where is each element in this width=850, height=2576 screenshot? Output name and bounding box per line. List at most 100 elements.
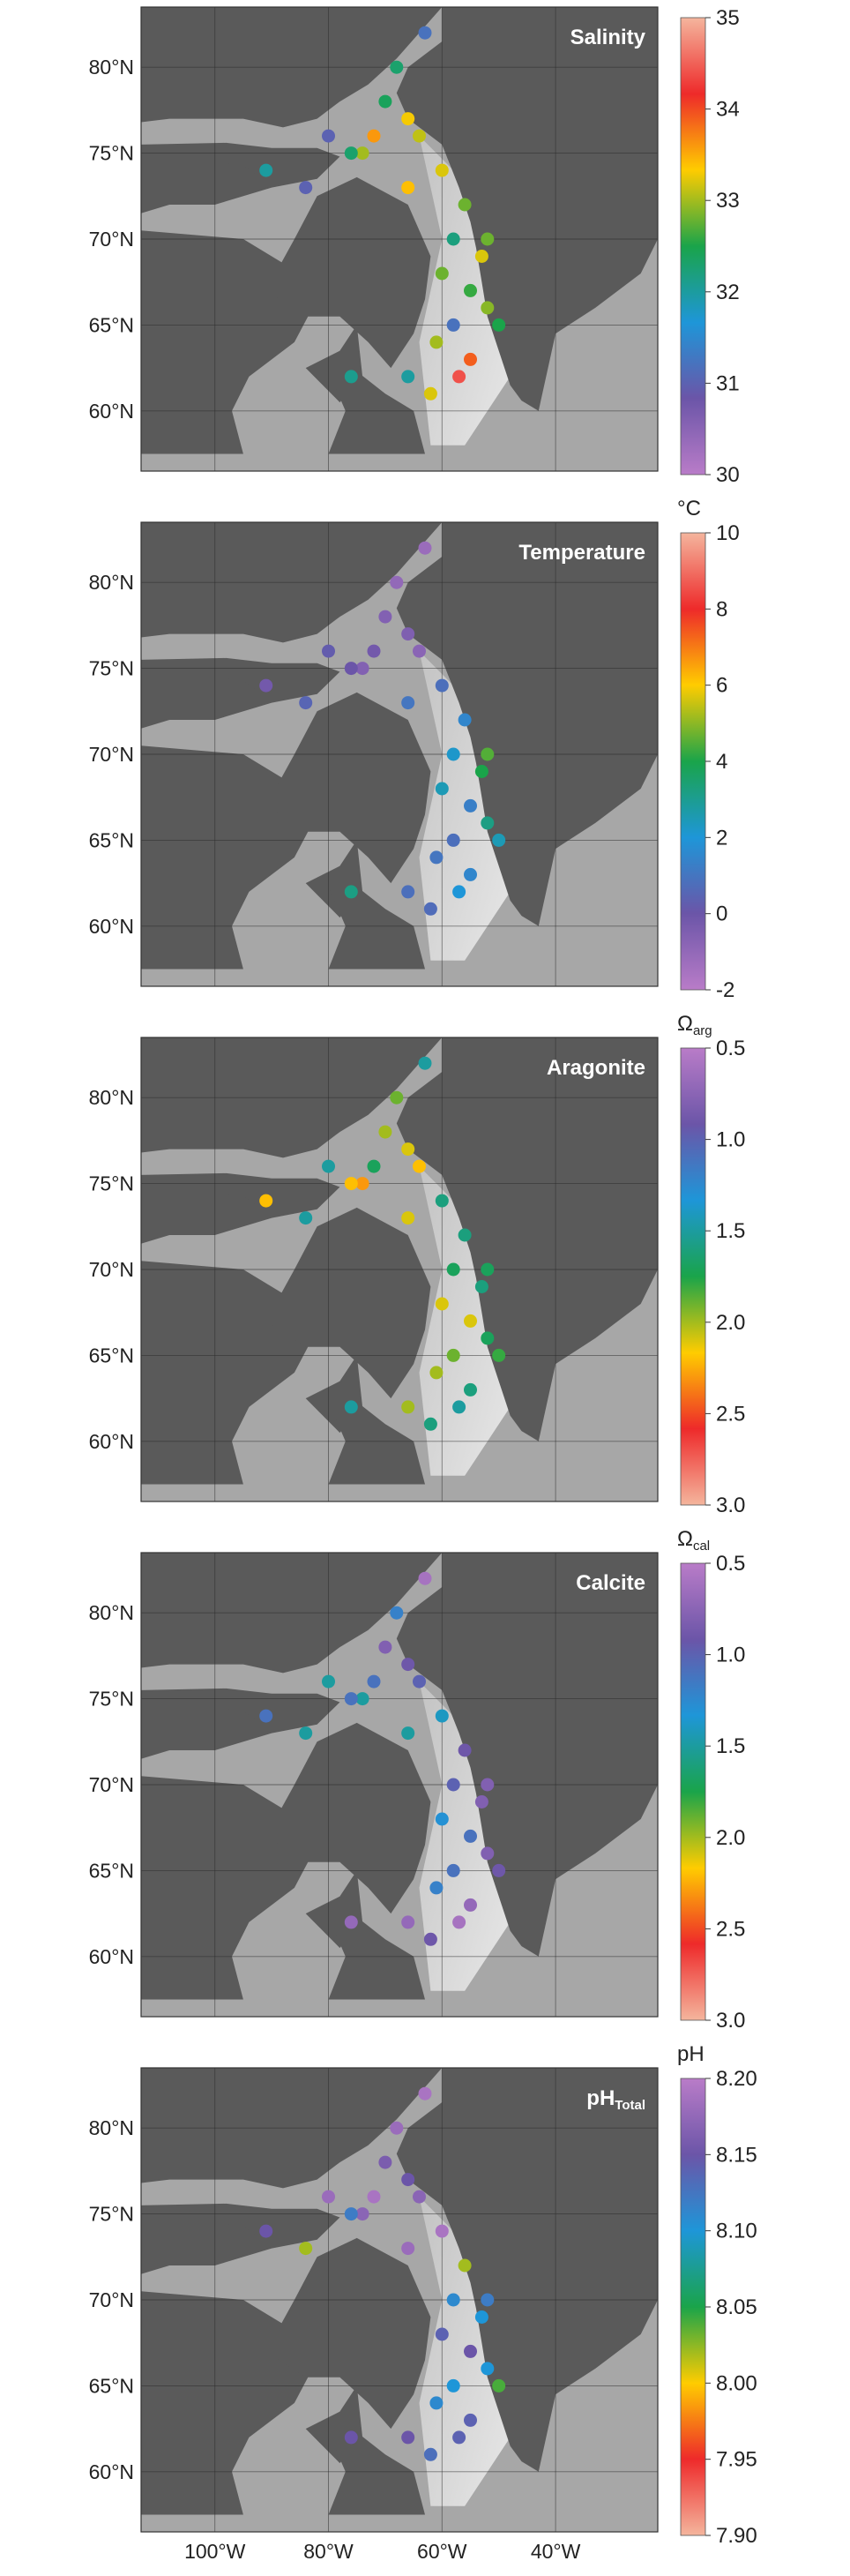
colorbar-tick-label: 8.00 <box>716 2371 757 2395</box>
colorbar-tick-label: 2.5 <box>716 1402 745 1426</box>
station-point <box>367 644 381 658</box>
station-point <box>435 1297 449 1311</box>
station-point <box>429 1366 444 1380</box>
lon-tick-label: 60°W <box>417 2540 467 2563</box>
station-point <box>390 2121 404 2135</box>
colorbar <box>680 1047 706 1506</box>
land-mass-0 <box>396 2068 658 2472</box>
station-point <box>464 1382 477 1397</box>
station-point <box>481 301 495 315</box>
station-point <box>452 2430 466 2445</box>
station-point <box>446 833 460 847</box>
station-point <box>299 1211 313 1225</box>
lat-tick-label: 80°N <box>89 1086 134 1109</box>
panel-salinity: 80°N 75°N 70°N 65°N 60°N Salinity 35 34 33 32 31 30 <box>89 6 740 487</box>
colorbar <box>680 1562 706 2021</box>
station-point <box>367 1159 381 1173</box>
station-point <box>481 1846 495 1861</box>
map-frame <box>140 6 659 472</box>
station-point <box>259 2224 273 2238</box>
lat-tick-label: 80°N <box>89 1601 134 1624</box>
station-point <box>322 129 335 143</box>
colorbar-tick-label: 0 <box>716 902 727 926</box>
station-point <box>464 2344 477 2358</box>
station-point <box>423 2447 437 2461</box>
station-point <box>458 198 472 212</box>
station-point <box>492 833 506 847</box>
map-frame <box>140 2067 659 2533</box>
station-point <box>446 1778 460 1792</box>
lat-tick-label: 60°N <box>89 1945 134 1968</box>
station-point <box>322 644 335 658</box>
station-point <box>435 2327 449 2341</box>
land-mass-7 <box>214 677 255 696</box>
lon-tick-label: 80°W <box>303 2540 354 2563</box>
station-point <box>401 181 415 195</box>
colorbar-tick-label: 4 <box>716 750 727 774</box>
land-mass-6 <box>328 1917 425 2000</box>
land-mass-6 <box>328 1402 425 1485</box>
land-mass-0 <box>396 522 658 926</box>
lat-tick-label: 60°N <box>89 915 134 938</box>
land-mass-4 <box>265 176 431 369</box>
panel-calcite: 80°N 75°N 70°N 65°N 60°N Calcite 0.5 1.0 1.5 2.0 2… <box>89 1527 746 2033</box>
station-point <box>367 129 381 143</box>
station-point <box>446 2378 460 2393</box>
lat-tick-label: 60°N <box>89 2460 134 2483</box>
station-point <box>413 1159 426 1173</box>
colorbar-tick-label: 0.5 <box>716 1552 745 1576</box>
colorbar-tick-label: 8.05 <box>716 2295 757 2319</box>
lat-tick-label: 70°N <box>89 743 134 766</box>
station-point <box>344 2430 358 2445</box>
station-point <box>299 696 313 710</box>
panels: 80°N 75°N 70°N 65°N 60°N Salinity 35 34 33 32 31 30… <box>89 6 757 2563</box>
lat-tick-label: 65°N <box>89 828 134 851</box>
station-point <box>423 1417 437 1431</box>
panel-title-text: Salinity <box>570 26 646 49</box>
station-point <box>481 816 495 830</box>
station-point <box>464 283 477 297</box>
panel-title-subscript: Total <box>615 2098 645 2113</box>
colorbar-tick-label: 1.0 <box>716 1128 745 1152</box>
colorbar-tick-label: 8 <box>716 597 727 621</box>
lat-tick-label: 80°N <box>89 56 134 79</box>
station-point <box>401 1726 415 1741</box>
land-mass-7 <box>214 2222 255 2242</box>
station-point <box>401 2173 415 2187</box>
station-point <box>401 1211 415 1225</box>
station-point <box>452 1915 466 1929</box>
colorbar-unit-text: Ω <box>677 1527 693 1551</box>
station-point <box>378 1125 392 1139</box>
station-point <box>429 335 444 349</box>
station-point <box>446 747 460 761</box>
land-mass-6 <box>328 2432 425 2515</box>
station-point <box>401 370 415 384</box>
station-point <box>464 867 477 881</box>
lon-tick-label: 40°W <box>531 2540 581 2563</box>
station-point <box>458 2258 472 2273</box>
station-point <box>429 2396 444 2410</box>
lat-tick-label: 60°N <box>89 1430 134 1453</box>
station-point <box>464 798 477 812</box>
lat-tick-label: 75°N <box>89 1688 134 1711</box>
station-point <box>355 2207 369 2221</box>
station-point <box>418 26 432 40</box>
station-point <box>259 163 273 177</box>
colorbar-tick-label: 1.0 <box>716 1644 745 1667</box>
land-mass-4 <box>265 1722 431 1914</box>
station-point <box>474 1795 488 1808</box>
station-point <box>481 1778 495 1792</box>
station-point <box>401 2430 415 2445</box>
station-point <box>418 1571 432 1585</box>
station-point <box>418 1056 432 1070</box>
map-frame <box>140 1037 659 1502</box>
station-point <box>423 386 437 401</box>
colorbar-tick-label: 6 <box>716 674 727 698</box>
station-point <box>367 1674 381 1689</box>
station-point <box>446 232 460 246</box>
lat-tick-label: 75°N <box>89 2203 134 2226</box>
lat-tick-label: 80°N <box>89 571 134 594</box>
panel-title: pHTotal <box>586 2086 645 2113</box>
station-point <box>344 370 358 384</box>
